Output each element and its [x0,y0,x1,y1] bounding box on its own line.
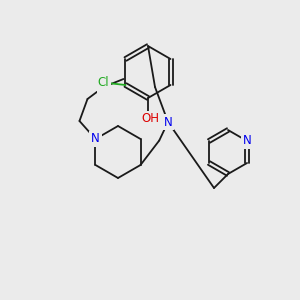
Text: N: N [91,133,100,146]
Text: O: O [99,80,108,94]
Text: N: N [164,116,172,128]
Text: OH: OH [141,112,159,125]
Text: N: N [243,134,251,148]
Text: Cl: Cl [98,76,109,89]
